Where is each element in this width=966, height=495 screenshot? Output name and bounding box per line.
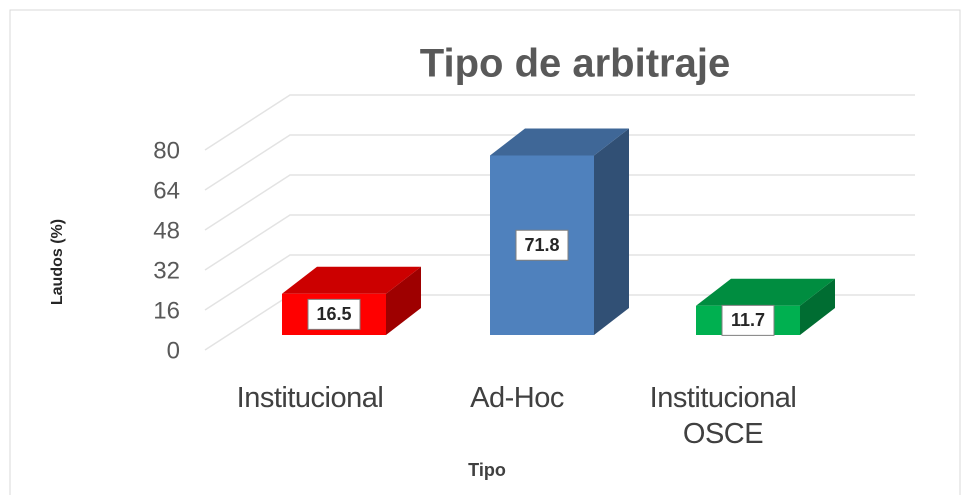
- data-label: 16.5: [316, 304, 351, 324]
- y-tick-label: 64: [153, 177, 180, 204]
- x-tick-label: Ad-Hoc: [470, 382, 564, 414]
- chart-border: [9, 9, 961, 495]
- grid-line: [204, 214, 915, 271]
- y-tick-label: 80: [153, 137, 180, 164]
- x-tick-label: Institucional OSCE: [649, 382, 797, 450]
- bar-side: [386, 266, 421, 335]
- grid-line: [204, 254, 915, 311]
- chart-title: Tipo de arbitraje: [420, 42, 730, 86]
- y-tick-label: 32: [153, 257, 180, 284]
- grid-line: [204, 174, 915, 231]
- data-label: 11.7: [731, 310, 765, 330]
- bar-top: [696, 278, 835, 306]
- x-tick-label: Institucional: [236, 382, 384, 414]
- y-tick-label: 48: [153, 217, 180, 244]
- data-label-box: [307, 298, 361, 330]
- grid-line: [204, 94, 915, 151]
- y-tick-label: 16: [153, 297, 180, 324]
- data-label: 71.8: [524, 235, 559, 255]
- y-axis-label: Laudos (%): [49, 219, 66, 305]
- data-label-box: [721, 304, 775, 336]
- y-tick-label: 0: [167, 337, 180, 364]
- bar-top: [490, 128, 629, 156]
- data-label-box: [515, 229, 569, 261]
- x-axis-label: Tipo: [468, 460, 506, 480]
- grid-line: [204, 134, 915, 191]
- bar-side: [594, 128, 629, 335]
- bar-top: [282, 266, 421, 294]
- bar-side: [800, 278, 835, 335]
